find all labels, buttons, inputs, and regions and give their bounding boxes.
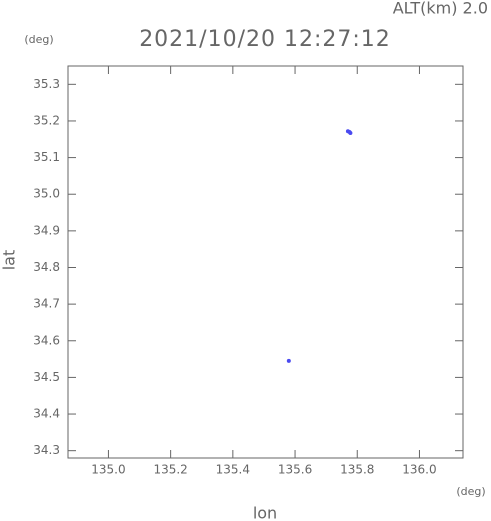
point xyxy=(286,358,291,363)
y-tick-label: 35.1 xyxy=(33,150,60,164)
x-tick-label: 135.4 xyxy=(216,463,250,477)
x-axis-label: lon xyxy=(253,504,277,521)
x-tick-label: 136.0 xyxy=(402,463,436,477)
x-unit: (deg) xyxy=(456,485,485,498)
y-tick-label: 34.5 xyxy=(33,370,60,384)
y-tick-label: 35.3 xyxy=(33,77,60,91)
x-tick-label: 135.6 xyxy=(278,463,312,477)
point xyxy=(348,131,353,136)
y-tick-label: 34.7 xyxy=(33,297,60,311)
y-tick-label: 34.4 xyxy=(33,407,60,421)
y-axis-label: lat xyxy=(0,250,19,271)
y-tick-label: 35.0 xyxy=(33,187,60,201)
x-tick-label: 135.2 xyxy=(153,463,187,477)
y-tick-label: 34.9 xyxy=(33,223,60,237)
x-tick-label: 135.8 xyxy=(340,463,374,477)
x-tick-label: 135.0 xyxy=(91,463,125,477)
annotation: ALT(km) 2.0 xyxy=(393,0,488,18)
y-tick-label: 34.3 xyxy=(33,443,60,457)
y-unit: (deg) xyxy=(24,33,53,46)
plot-frame xyxy=(67,65,464,459)
y-tick-label: 34.6 xyxy=(33,333,60,347)
y-tick-label: 35.2 xyxy=(33,113,60,127)
chart-title: 2021/10/20 12:27:12 xyxy=(139,27,391,52)
y-tick-label: 34.8 xyxy=(33,260,60,274)
